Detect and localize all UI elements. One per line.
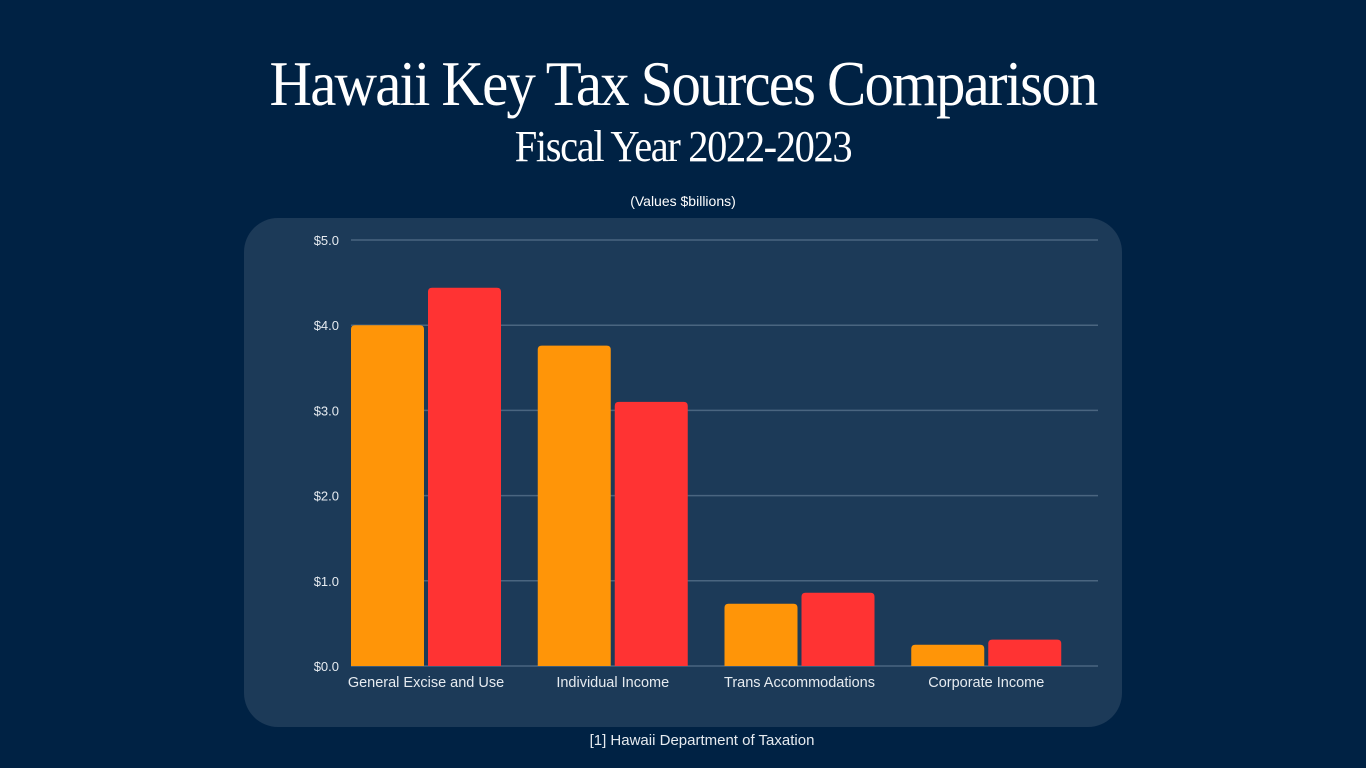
- x-category-label: Corporate Income: [928, 675, 1044, 691]
- bar: [801, 592, 875, 666]
- bars: [351, 287, 1062, 666]
- chart-subtitle: Fiscal Year 2022-2023: [514, 122, 853, 171]
- y-tick-label: $4.0: [314, 318, 339, 333]
- bar: [428, 287, 501, 666]
- x-category-label: Trans Accommodations: [724, 675, 875, 691]
- x-category-label: General Excise and Use: [348, 675, 504, 691]
- y-tick-label: $1.0: [314, 574, 339, 589]
- y-tick-label: $5.0: [314, 233, 339, 248]
- x-axis-labels: General Excise and Use Individual Income T…: [348, 675, 1044, 691]
- x-category-label: Individual Income: [556, 675, 669, 691]
- y-tick-label: $2.0: [314, 489, 339, 504]
- source-note: [1] Hawaii Department of Taxation: [589, 732, 815, 749]
- bar: [537, 345, 611, 666]
- bar: [351, 325, 424, 666]
- y-axis-ticks: $0.0 $1.0 $2.0 $3.0 $4.0 $5.0: [314, 233, 339, 674]
- bar: [911, 644, 985, 666]
- y-tick-label: $0.0: [314, 659, 339, 674]
- bar: [988, 639, 1062, 666]
- y-tick-label: $3.0: [314, 403, 339, 418]
- bar: [724, 603, 798, 666]
- units-note: (Values $billions): [630, 193, 736, 209]
- bar: [614, 401, 688, 666]
- chart-title: Hawaii Key Tax Sources Comparison: [269, 48, 1099, 119]
